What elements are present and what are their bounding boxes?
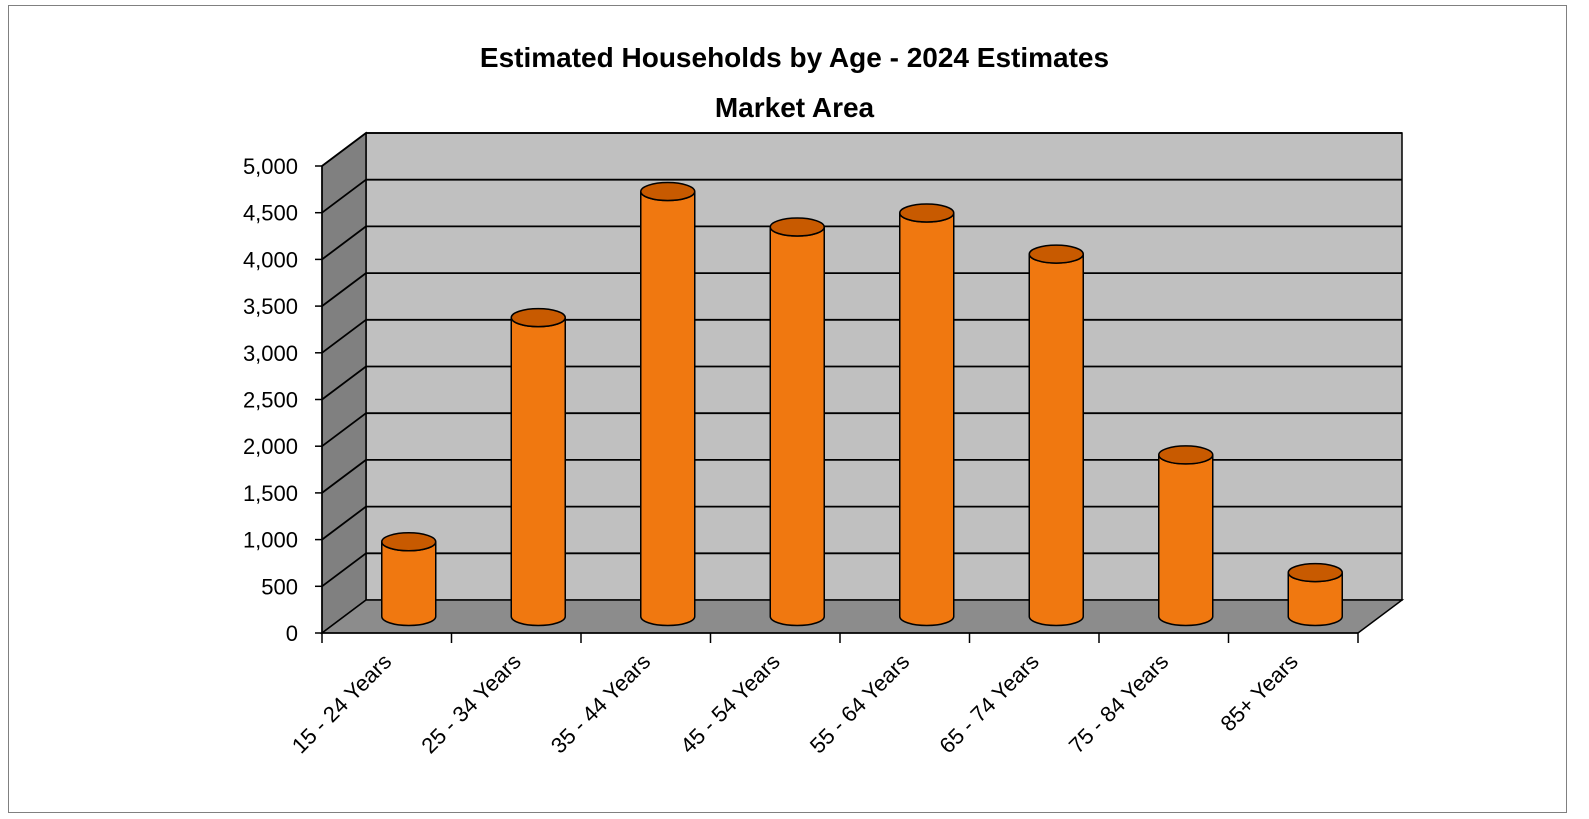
gridline-side xyxy=(321,272,367,307)
gridline-side xyxy=(321,552,367,588)
bar-top xyxy=(899,203,955,223)
bar xyxy=(1028,253,1084,627)
y-tick-label: 0 xyxy=(286,621,298,646)
y-tick-label: 1,000 xyxy=(243,528,298,553)
bar-top xyxy=(1158,445,1214,465)
gridline-side xyxy=(321,412,367,447)
y-tick-label: 2,500 xyxy=(243,388,298,413)
chart-title: Estimated Households by Age - 2024 Estim… xyxy=(479,42,1110,73)
bar xyxy=(899,212,955,627)
x-tick-label: 85+ Years xyxy=(1215,649,1302,736)
y-tick-label: 500 xyxy=(261,574,298,599)
bar xyxy=(510,317,566,627)
y-tick-label: 2,000 xyxy=(243,434,298,459)
gridline-side xyxy=(321,365,367,401)
chart-subtitle: Market Area xyxy=(714,92,875,123)
x-tick-label: 45 - 54 Years xyxy=(675,649,784,758)
x-tick-label: 55 - 64 Years xyxy=(805,649,914,758)
bar-top xyxy=(1287,562,1343,583)
x-tick-label: 65 - 74 Years xyxy=(934,649,1043,758)
bar xyxy=(769,226,825,627)
bar xyxy=(381,541,437,627)
y-tick-label: 3,500 xyxy=(243,294,298,319)
gridline-side xyxy=(321,505,367,541)
gridline-side xyxy=(321,178,367,214)
floor xyxy=(319,599,1405,634)
y-tick-label: 4,500 xyxy=(243,201,298,226)
x-tick-label: 15 - 24 Years xyxy=(287,649,396,758)
bar-top xyxy=(510,307,566,328)
bar-top xyxy=(640,181,696,202)
y-tick-label: 4,000 xyxy=(243,247,298,272)
x-tick-label: 35 - 44 Years xyxy=(546,649,655,758)
y-tick-label: 5,000 xyxy=(243,154,298,179)
y-tick-label: 1,500 xyxy=(243,481,298,506)
gridline-side xyxy=(321,459,367,494)
x-tick-label: 75 - 84 Years xyxy=(1064,649,1173,758)
bar-top xyxy=(381,532,437,552)
gridline-side xyxy=(321,319,367,354)
gridline-side xyxy=(321,225,367,261)
bar-top xyxy=(1028,244,1084,264)
y-tick-label: 3,000 xyxy=(243,341,298,366)
bar-top xyxy=(769,217,825,237)
x-tick-label: 25 - 34 Years xyxy=(416,649,525,758)
gridline-side xyxy=(321,132,367,167)
bar xyxy=(640,191,696,627)
bar xyxy=(1158,454,1214,627)
